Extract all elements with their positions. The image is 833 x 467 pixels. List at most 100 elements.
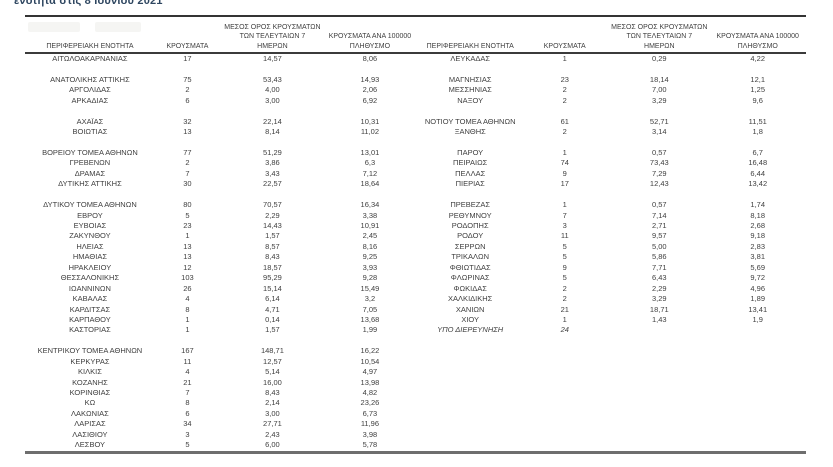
table-header-row: ΠΕΡΙΦΕΡΕΙΑΚΗ ΕΝΟΤΗΤΑ ΚΡΟΥΣΜΑΤΑ ΜΕΣΟΣ ΟΡΟ… — [25, 17, 415, 51]
region-cell: ΧΙΟΥ — [461, 314, 480, 324]
table-row: ΚΟΡΙΝΘΙΑΣ 7 8,43 4,82 — [25, 388, 415, 398]
region-cell: ΧΑΝΙΩΝ — [455, 304, 485, 314]
cases-cell: 4 — [185, 294, 190, 304]
avg7-cell — [609, 325, 709, 335]
region-cell: ΦΩΚΙΔΑΣ — [453, 283, 487, 293]
region-cell: ΛΕΣΒΟΥ — [74, 440, 106, 450]
table-row: ΓΡΕΒΕΝΩΝ 2 3,86 6,3 — [25, 158, 415, 168]
header-avg7-line1: ΜΕΣΟΣ ΟΡΟΣ ΚΡΟΥΣΜΑΤΩΝ — [224, 23, 321, 31]
per100k-cell: 7,12 — [362, 168, 378, 178]
table-row: ΠΡΕΒΕΖΑΣ 1 0,57 1,74 — [420, 200, 806, 210]
region-cell: ΛΕΥΚΑΔΑΣ — [450, 54, 491, 63]
header-cases-label: ΚΡΟΥΣΜΑΤΑ — [166, 42, 209, 50]
header-avg7-line1: ΜΕΣΟΣ ΟΡΟΣ ΚΡΟΥΣΜΑΤΩΝ — [611, 23, 708, 31]
avg7-cell: 4,00 — [265, 85, 280, 95]
table-row: ΣΕΡΡΩΝ 5 5,00 2,83 — [420, 242, 806, 252]
avg7-cell: 12,43 — [649, 179, 669, 189]
avg7-cell: 2,43 — [265, 429, 280, 439]
region-cell: ΗΜΑΘΙΑΣ — [72, 252, 107, 262]
table-row: ΥΠΟ ΔΙΕΡΕΥΝΗΣΗ 24 — [420, 325, 806, 335]
per100k-cell: 13,98 — [360, 377, 380, 387]
cases-cell: 61 — [560, 116, 569, 126]
table-row: ΛΑΡΙΣΑΣ 34 27,71 11,96 — [25, 419, 415, 429]
avg7-cell: 8,43 — [265, 252, 280, 262]
cases-cell: 2 — [562, 95, 567, 105]
per100k-cell: 8,06 — [362, 54, 378, 63]
region-cell: ΞΑΝΘΗΣ — [454, 127, 486, 137]
table-top-rule — [25, 15, 806, 17]
cases-cell: 2 — [562, 127, 567, 137]
table-row: ΡΟΔΟΥ 11 9,57 9,18 — [420, 231, 806, 241]
avg7-cell: 1,57 — [265, 231, 280, 241]
header-avg7: ΜΕΣΟΣ ΟΡΟΣ ΚΡΟΥΣΜΑΤΩΝ ΤΩΝ ΤΕΛΕΥΤΑΙΩΝ 7 Η… — [220, 17, 325, 51]
per100k-cell: 18,64 — [360, 179, 380, 189]
per100k-cell: 2,06 — [362, 85, 378, 95]
left-table-header: ΠΕΡΙΦΕΡΕΙΑΚΗ ΕΝΟΤΗΤΑ ΚΡΟΥΣΜΑΤΑ ΜΕΣΟΣ ΟΡΟ… — [25, 17, 415, 51]
header-region-label: ΠΕΡΙΦΕΡΕΙΑΚΗ ΕΝΟΤΗΤΑ — [426, 42, 514, 50]
avg7-cell: 52,71 — [649, 116, 669, 126]
cases-cell: 1 — [562, 200, 567, 210]
table-bottom-rule — [25, 451, 806, 454]
region-cell: ΛΑΡΙΣΑΣ — [74, 419, 106, 429]
table-row: ΦΛΩΡΙΝΑΣ 5 6,43 9,72 — [420, 273, 806, 283]
avg7-cell: 95,29 — [263, 273, 282, 283]
cases-cell: 17 — [560, 179, 569, 189]
per100k-cell: 14,93 — [360, 74, 380, 84]
table-row: ΧΑΛΚΙΔΙΚΗΣ 2 3,29 1,89 — [420, 294, 806, 304]
avg7-cell: 3,29 — [652, 294, 667, 304]
table-row: ΛΑΣΙΘΙΟΥ 3 2,43 3,98 — [25, 430, 415, 440]
table-row: ΒΟΙΩΤΙΑΣ 13 8,14 11,02 — [25, 127, 415, 137]
per100k-cell: 13,42 — [748, 179, 768, 189]
table-row: ΚΑΡΠΑΘΟΥ 1 0,14 13,68 — [25, 315, 415, 325]
table-row: ΔΥΤΙΚΟΥ ΤΟΜΕΑ ΑΘΗΝΩΝ 80 70,57 16,34 — [25, 200, 415, 210]
row-gap — [420, 138, 806, 148]
cases-cell: 21 — [560, 304, 569, 314]
cases-cell: 6 — [185, 408, 190, 418]
row-gap — [25, 336, 415, 346]
per100k-cell: 1,25 — [750, 85, 766, 95]
table-row: ΚΑΒΑΛΑΣ 4 6,14 3,2 — [25, 294, 415, 304]
cases-cell: 26 — [183, 283, 192, 293]
cases-cell: 21 — [183, 377, 192, 387]
header-cases: ΚΡΟΥΣΜΑΤΑ — [155, 17, 220, 51]
region-cell: ΑΡΚΑΔΙΑΣ — [71, 95, 109, 105]
avg7-cell: 4,71 — [265, 304, 280, 314]
cases-cell: 7 — [185, 388, 190, 397]
region-cell: ΑΡΓΟΛΙΔΑΣ — [69, 85, 111, 95]
header-avg7-line2: ΤΩΝ ΤΕΛΕΥΤΑΙΩΝ 7 — [626, 33, 693, 40]
per100k-cell: 1,8 — [752, 127, 763, 137]
avg7-cell: 53,43 — [263, 74, 282, 84]
per100k-cell: 13,68 — [360, 314, 380, 324]
region-cell: ΛΑΚΩΝΙΑΣ — [71, 408, 109, 418]
region-cell: ΒΟΙΩΤΙΑΣ — [72, 127, 108, 137]
region-cell: ΠΕΛΛΑΣ — [455, 168, 486, 178]
per100k-cell: 3,81 — [750, 252, 766, 262]
region-cell: ΧΑΛΚΙΔΙΚΗΣ — [448, 294, 493, 304]
region-cell: ΚΑΡΠΑΘΟΥ — [69, 314, 111, 324]
region-cell: ΙΩΑΝΝΙΝΩΝ — [68, 283, 111, 293]
avg7-cell: 7,00 — [652, 85, 667, 95]
per100k-cell: 2,45 — [362, 231, 378, 241]
avg7-cell: 7,14 — [652, 210, 667, 220]
header-per100k: ΚΡΟΥΣΜΑΤΑ ΑΝΑ 100000 ΠΛΗΘΥΣΜΟ — [709, 17, 806, 51]
per100k-cell: 3,98 — [362, 429, 378, 439]
per100k-cell: 3,2 — [364, 294, 376, 304]
table-row: ΕΥΒΟΙΑΣ 23 14,43 10,91 — [25, 221, 415, 231]
cases-cell: 1 — [562, 147, 567, 157]
avg7-cell: 22,57 — [263, 179, 282, 189]
per100k-cell: 1,9 — [752, 314, 763, 324]
region-cell: ΜΕΣΣΗΝΙΑΣ — [448, 85, 492, 95]
cases-cell: 1 — [185, 325, 190, 335]
table-row: ΑΧΑΪΑΣ 32 22,14 10,31 — [25, 117, 415, 127]
region-cell: ΚΟΖΑΝΗΣ — [72, 377, 108, 387]
table-row: ΚΟΖΑΝΗΣ 21 16,00 13,98 — [25, 378, 415, 388]
header-region: ΠΕΡΙΦΕΡΕΙΑΚΗ ΕΝΟΤΗΤΑ — [420, 17, 520, 51]
cases-cell: 7 — [562, 210, 567, 220]
table-row: ΧΙΟΥ 1 1,43 1,9 — [420, 315, 806, 325]
header-region: ΠΕΡΙΦΕΡΕΙΑΚΗ ΕΝΟΤΗΤΑ — [25, 17, 155, 51]
per100k-cell: 1,99 — [362, 325, 378, 335]
avg7-cell: 27,71 — [263, 419, 282, 429]
avg7-cell: 3,43 — [265, 168, 280, 178]
faded-text-artifact — [95, 22, 141, 32]
per100k-cell: 16,48 — [748, 158, 768, 168]
